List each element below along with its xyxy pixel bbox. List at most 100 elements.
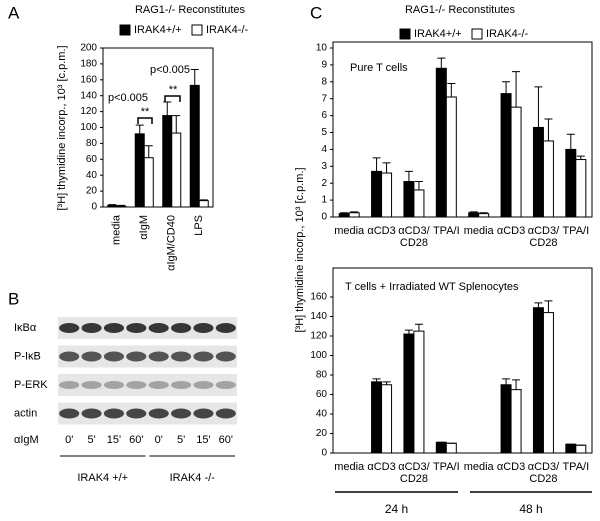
error-bar [135,124,144,134]
error-bar [404,170,413,182]
y-tick-label: 140 [80,90,97,101]
x-tick-label: αIgM [138,215,150,240]
x-tick-label: media [463,225,494,237]
bar [575,159,587,218]
y-tick-label: 80 [316,370,328,381]
bar [413,189,425,218]
error-bar [576,155,585,160]
y-tick-label: 9 [321,60,327,71]
legend-swatch [399,28,411,40]
panel-letter: A [8,3,20,22]
bar [116,205,127,208]
bar [478,213,490,218]
y-tick-label: 40 [316,409,328,420]
blot-band [103,323,125,333]
panel-letter: B [8,289,19,308]
x-tick-label: media [111,214,123,245]
blot-band [126,323,147,333]
error-bar [108,204,117,206]
error-bar [382,162,391,174]
blot-strip [58,345,237,368]
bar [542,312,554,454]
bar [435,441,447,454]
x-tick-label: αCD3/ CD28 [527,461,560,485]
y-tick-label: 100 [80,122,97,133]
bar [468,212,480,218]
blot-band [193,323,214,333]
error-bar [469,211,478,213]
bar [198,200,209,208]
x-tick-label: αCD3 [367,225,396,237]
blot-row-label: actin [14,407,37,419]
error-bar [190,68,199,86]
bar [532,126,544,218]
blot-band [215,351,236,362]
error-bar [544,118,553,141]
blot-band [148,351,169,362]
error-bar [172,115,181,134]
x-tick-label: αCD3 [496,225,526,237]
blot-timepoint: 5' [87,434,95,446]
error-bar [414,323,423,332]
y-tick-label: 160 [80,74,97,85]
blot-band [103,381,125,389]
blot-band [148,381,169,389]
bar [435,67,447,218]
blot-strip [58,402,237,425]
bar [143,157,154,208]
y-axis-label: [³H] thymidine incorp., 10³ [c.p.m.] [56,45,68,210]
error-bar [163,101,172,116]
y-tick-label: 10 [316,43,328,54]
annotation: p<0.005 [150,64,190,76]
y-tick-label: 140 [310,311,327,322]
bar [445,442,457,454]
blot-band [170,351,192,362]
blot-row-label: P-IκB [14,350,41,362]
panel-letter: C [310,3,322,22]
plot-frame [332,267,593,454]
y-tick-label: 100 [310,350,327,361]
error-bar [447,82,456,98]
blot-timepoint: 0' [155,434,163,446]
y-tick-label: 4 [321,144,327,155]
annotation: T cells + Irradiated WT Splenocytes [345,281,519,293]
blot-band [148,323,169,333]
x-tick-label: αCD3/ CD28 [527,225,560,249]
bar [189,84,200,208]
x-tick-label: media [463,461,494,473]
x-tick-label: TPA/I [432,461,460,473]
error-bar [404,329,413,335]
y-tick-label: 160 [310,292,327,303]
blot-band [81,351,102,362]
blot-timepoint: 15' [107,434,121,446]
bar [532,307,544,454]
blot-group-label: IRAK4 +/+ [77,472,128,484]
x-tick-label: αCD3/ CD28 [398,461,430,485]
y-tick-label: 0 [321,212,327,223]
blot-group-label: IRAK4 -/- [170,472,216,484]
blot-band [103,351,125,362]
blot-band [170,323,192,333]
blot-band [59,351,80,362]
error-bar [512,379,521,390]
blot-band [59,408,80,419]
error-bar [566,133,575,150]
blot-band [126,408,147,419]
bracket [164,95,181,102]
y-tick-label: 20 [316,428,328,439]
bar [107,204,118,208]
bar [565,443,577,454]
bar [403,181,415,218]
x-tick-label: media [334,225,365,237]
y-tick-label: 6 [321,110,327,121]
blot-band [215,408,236,419]
y-tick-label: 120 [80,106,97,117]
error-bar [372,157,381,172]
error-bar [199,199,208,201]
x-tick-label: TPA/I [562,225,590,237]
blot-band [81,408,102,419]
bar [500,384,512,454]
legend-label: IRAK4+/+ [134,24,182,36]
bar [500,93,512,218]
